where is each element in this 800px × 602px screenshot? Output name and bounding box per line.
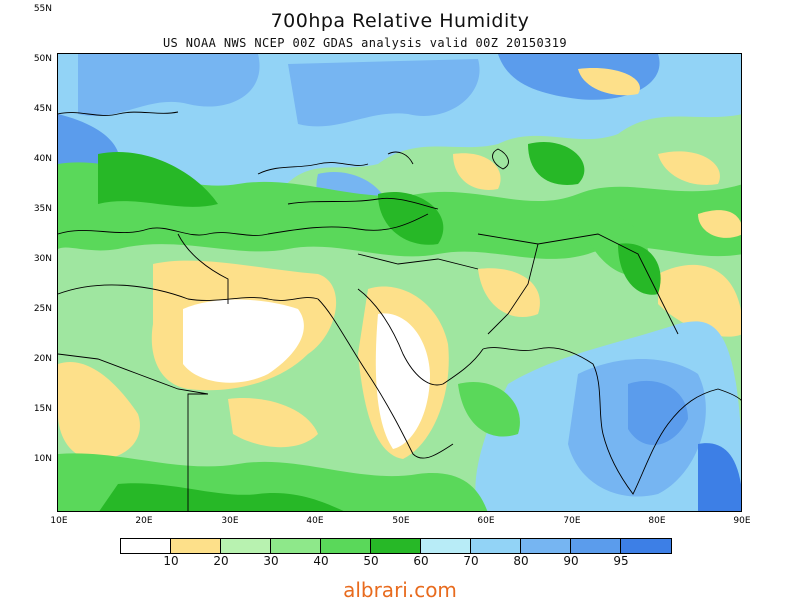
legend-label: 60 — [413, 554, 429, 568]
legend-label: 95 — [613, 554, 629, 568]
lon-label-80e: 80E — [648, 516, 666, 526]
legend-swatch — [321, 539, 371, 553]
lat-label-25n: 25N — [33, 304, 52, 314]
legend-label: 50 — [363, 554, 379, 568]
lon-label-70e: 70E — [563, 516, 581, 526]
legend-label: 10 — [163, 554, 179, 568]
legend-swatch — [571, 539, 621, 553]
lat-label-30n: 30N — [33, 254, 52, 264]
lat-label-10n: 10N — [33, 454, 52, 464]
lon-label-60e: 60E — [477, 516, 495, 526]
legend-swatch — [171, 539, 221, 553]
humidity-map — [57, 53, 742, 512]
humidity-map-canvas — [58, 54, 741, 511]
map-subtitle: US NOAA NWS NCEP 00Z GDAS analysis valid… — [162, 36, 568, 50]
lat-label-45n: 45N — [33, 104, 52, 114]
legend-swatch — [371, 539, 421, 553]
legend-label: 20 — [213, 554, 229, 568]
lon-label-10e: 10E — [50, 516, 68, 526]
legend-label: 30 — [263, 554, 279, 568]
lat-label-55n: 55N — [33, 4, 52, 14]
lon-label-30e: 30E — [221, 516, 239, 526]
watermark: albrari.com — [343, 578, 457, 602]
lon-label-20e: 20E — [135, 516, 153, 526]
legend-swatch — [121, 539, 171, 553]
lon-label-90e: 90E — [733, 516, 751, 526]
legend-swatch — [471, 539, 521, 553]
map-title: 700hpa Relative Humidity — [270, 10, 530, 32]
lon-label-40e: 40E — [306, 516, 324, 526]
legend-label: 80 — [513, 554, 529, 568]
legend-label: 90 — [563, 554, 579, 568]
color-legend — [120, 538, 672, 554]
lon-label-50e: 50E — [392, 516, 410, 526]
legend-label: 40 — [313, 554, 329, 568]
lat-label-40n: 40N — [33, 154, 52, 164]
lat-label-50n: 50N — [33, 54, 52, 64]
lat-label-35n: 35N — [33, 204, 52, 214]
legend-swatch — [221, 539, 271, 553]
lat-label-15n: 15N — [33, 404, 52, 414]
legend-swatch — [621, 539, 671, 553]
legend-swatch — [421, 539, 471, 553]
legend-label: 70 — [463, 554, 479, 568]
lat-label-20n: 20N — [33, 354, 52, 364]
legend-swatch — [271, 539, 321, 553]
legend-swatch — [521, 539, 571, 553]
